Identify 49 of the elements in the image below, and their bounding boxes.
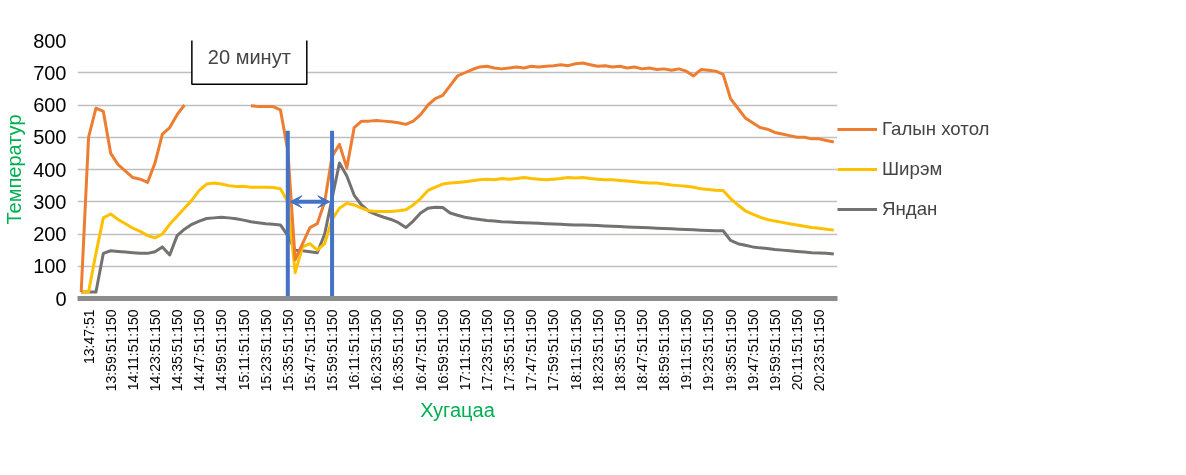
x-tick-label: 17:23:51:150 [479, 309, 496, 392]
legend-label: Ширэм [882, 158, 943, 180]
x-tick-label: 17:11:51:150 [456, 309, 473, 391]
y-tick-label: 800 [33, 29, 67, 52]
x-tick-label: 19:35:51:150 [722, 309, 739, 392]
y-tick-label: 700 [33, 61, 67, 84]
x-tick-label: 15:35:51:150 [279, 309, 296, 392]
x-tick-label: 17:59:51:150 [545, 309, 562, 392]
x-tick-label: 18:23:51:150 [589, 309, 606, 392]
x-tick-label: 16:23:51:150 [368, 309, 385, 392]
x-tick-label: 19:23:51:150 [700, 309, 717, 392]
y-tick-label: 200 [33, 223, 67, 245]
x-tick-label: 17:35:51:150 [501, 309, 518, 392]
y-tick-label: 500 [33, 126, 67, 149]
x-tick-label: 14:59:51:150 [213, 309, 230, 392]
y-tick-label: 300 [33, 190, 67, 213]
x-tick-label: 16:59:51:150 [434, 309, 451, 392]
x-tick-label: 18:47:51:150 [633, 309, 650, 392]
annotation: 20 минут [207, 46, 291, 69]
x-tick-label: 20:23:51:150 [811, 309, 828, 392]
y-tick-label: 600 [33, 94, 67, 116]
x-tick-label: 18:35:51:150 [611, 309, 628, 392]
x-tick-label: 13:59:51:150 [102, 309, 119, 392]
y-tick-label: 100 [33, 255, 67, 278]
x-tick-label: 15:47:51:150 [301, 309, 318, 392]
x-tick-label: 15:11:51:150 [235, 309, 252, 391]
x-tick-label: 20:11:51:150 [788, 309, 805, 391]
legend-label: Галын хотол [882, 118, 990, 140]
x-tick-label: 18:59:51:150 [656, 309, 673, 392]
x-tick-label: 13:47:51 [80, 309, 97, 364]
x-axis-title: Хугацаа [420, 399, 496, 422]
x-tick-label: 16:11:51:150 [346, 309, 363, 391]
x-tick-label: 14:23:51:150 [146, 309, 163, 392]
x-tick-label: 19:11:51:150 [678, 309, 695, 391]
x-tick-label: 17:47:51:150 [523, 309, 540, 392]
y-axis-title: Температур [3, 114, 26, 225]
x-tick-label: 14:35:51:150 [169, 309, 186, 392]
x-tick-label: 15:59:51:150 [324, 309, 341, 392]
x-tick-label: 18:11:51:150 [567, 309, 584, 391]
x-tick-label: 14:11:51:150 [124, 309, 141, 391]
y-tick-label: 0 [55, 287, 67, 310]
x-tick-label: 19:59:51:150 [766, 309, 783, 392]
x-tick-label: 19:47:51:150 [744, 309, 761, 392]
x-tick-label: 16:47:51:150 [412, 309, 429, 392]
x-tick-label: 16:35:51:150 [390, 309, 407, 392]
x-tick-label: 15:23:51:150 [257, 309, 274, 392]
y-tick-label: 400 [33, 158, 67, 181]
x-tick-label: 14:47:51:150 [191, 309, 208, 392]
legend-label: Яндан [882, 198, 938, 220]
